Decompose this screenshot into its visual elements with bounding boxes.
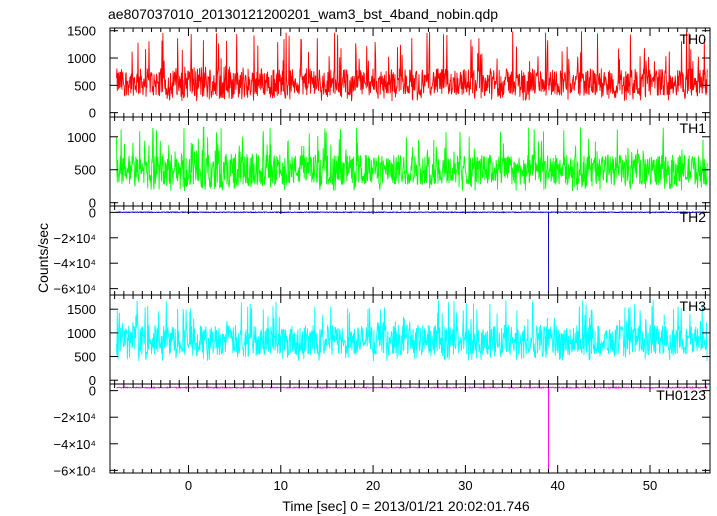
y-tick-label: 500	[74, 350, 96, 365]
panel-th2: 0 −2×10⁴ −4×10⁴ −6×10⁴ TH2	[54, 205, 711, 297]
series-line-th0	[116, 31, 708, 102]
panel-label: TH0123	[656, 387, 706, 403]
x-tick-label: 10	[274, 478, 288, 493]
x-tick-label: 40	[550, 478, 564, 493]
x-tick-label: 50	[643, 478, 657, 493]
panel-frame	[109, 205, 711, 296]
y-tick-label: 500	[74, 163, 96, 178]
panel-th1: 0 500 1000 TH1	[67, 116, 711, 211]
y-tick-label: −6×10⁴	[54, 282, 96, 297]
x-tick-label: 20	[366, 478, 380, 493]
panel-label: TH2	[680, 209, 707, 225]
panel-th0123: 0 −2×10⁴ −4×10⁴ −6×10⁴ TH0123	[54, 383, 711, 478]
y-tick-label: −2×10⁴	[54, 231, 96, 246]
y-tick-label: 0	[89, 384, 96, 399]
y-tick-label: 0	[89, 106, 96, 121]
y-tick-label: 1500	[67, 24, 96, 39]
y-tick-label: −2×10⁴	[54, 410, 96, 425]
x-axis-label: Time [sec] 0 = 2013/01/21 20:02:01.746	[282, 498, 530, 514]
y-axis-label: Counts/sec	[35, 223, 51, 293]
series-line-th1	[116, 126, 708, 192]
panel-label: TH1	[680, 120, 707, 136]
y-tick-label: −6×10⁴	[54, 463, 96, 478]
y-tick-label: −4×10⁴	[54, 437, 96, 452]
series-line-th0123	[116, 385, 708, 474]
y-tick-label: −4×10⁴	[54, 256, 96, 271]
series-line-th2	[116, 210, 708, 292]
y-tick-label: 1000	[67, 51, 96, 66]
panel-frame	[109, 383, 711, 474]
chart-title: ae807037010_20130121200201_wam3_bst_4ban…	[108, 6, 498, 22]
panel-label: TH3	[680, 298, 707, 314]
x-tick-label: 30	[458, 478, 472, 493]
x-tick-label: 0	[185, 478, 192, 493]
y-tick-label: 1000	[67, 326, 96, 341]
y-tick-label: 0	[89, 205, 96, 220]
series-line-th3	[116, 300, 708, 362]
panel-th0: 0 500 1000 1500 TH0	[67, 24, 711, 121]
y-tick-label: 0	[89, 196, 96, 211]
panel-th3: 0 500 1000 1500 TH3	[67, 294, 711, 388]
y-tick-label: 1000	[67, 130, 96, 145]
y-tick-label: 1500	[67, 302, 96, 317]
y-tick-label: 0	[89, 373, 96, 388]
y-tick-label: 500	[74, 78, 96, 93]
panel-label: TH0	[680, 31, 707, 47]
